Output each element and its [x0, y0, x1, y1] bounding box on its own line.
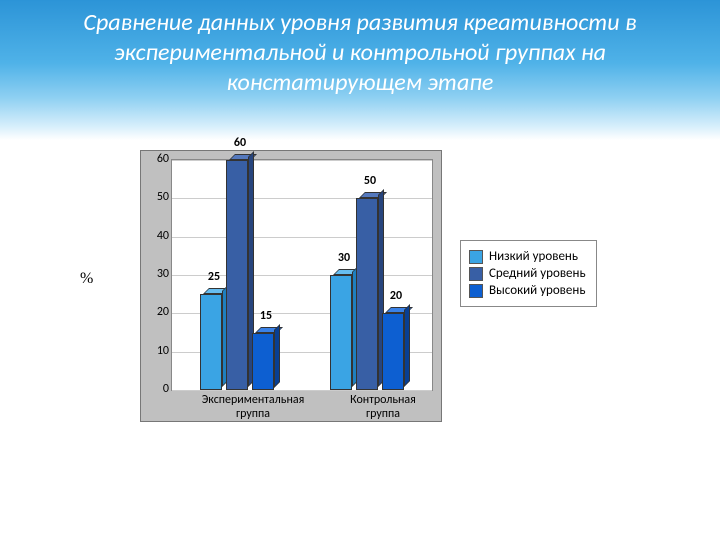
legend: Низкий уровень Средний уровень Высокий у… — [460, 240, 597, 307]
value-exp-high: 15 — [260, 309, 272, 323]
slide-title: Сравнение данных уровня развития креатив… — [30, 8, 690, 98]
y-tick-50: 50 — [157, 190, 169, 204]
value-exp-mid: 60 — [234, 136, 246, 150]
bar-ctl-high — [382, 313, 404, 390]
y-tick-20: 20 — [157, 305, 169, 319]
x-label-ctl: Контрольнаягруппа — [308, 394, 458, 422]
legend-label-high: Высокий уровень — [489, 283, 585, 298]
bar-exp-high — [252, 333, 274, 391]
chart-panel: 256015305020 0102030405060 — [140, 150, 442, 422]
cluster-exp — [200, 389, 274, 390]
legend-item-low: Низкий уровень — [469, 249, 586, 264]
chart-area: % 256015305020 0102030405060 Низкий уров… — [0, 140, 720, 540]
y-tick-30: 30 — [157, 267, 169, 281]
value-exp-low: 25 — [208, 270, 220, 284]
legend-swatch-low — [469, 250, 483, 264]
cluster-ctl — [330, 389, 404, 390]
bar-ctl-low — [330, 275, 352, 390]
bar-exp-low — [200, 294, 222, 390]
value-ctl-low: 30 — [338, 251, 350, 265]
bar-exp-mid — [226, 160, 248, 390]
y-tick-0: 0 — [163, 382, 169, 396]
value-ctl-high: 20 — [390, 289, 402, 303]
legend-label-mid: Средний уровень — [489, 266, 586, 281]
y-tick-10: 10 — [157, 344, 169, 358]
y-tick-40: 40 — [157, 229, 169, 243]
title-band: Сравнение данных уровня развития креатив… — [0, 0, 720, 140]
legend-swatch-mid — [469, 267, 483, 281]
bar-ctl-mid — [356, 198, 378, 390]
legend-item-mid: Средний уровень — [469, 266, 586, 281]
legend-label-low: Низкий уровень — [489, 249, 578, 264]
y-tick-60: 60 — [157, 152, 169, 166]
value-ctl-mid: 50 — [364, 174, 376, 188]
plot-area: 256015305020 — [171, 159, 433, 391]
legend-item-high: Высокий уровень — [469, 283, 586, 298]
legend-swatch-high — [469, 284, 483, 298]
x-label-exp: Экспериментальнаягруппа — [178, 394, 328, 422]
percent-label: % — [80, 270, 93, 288]
